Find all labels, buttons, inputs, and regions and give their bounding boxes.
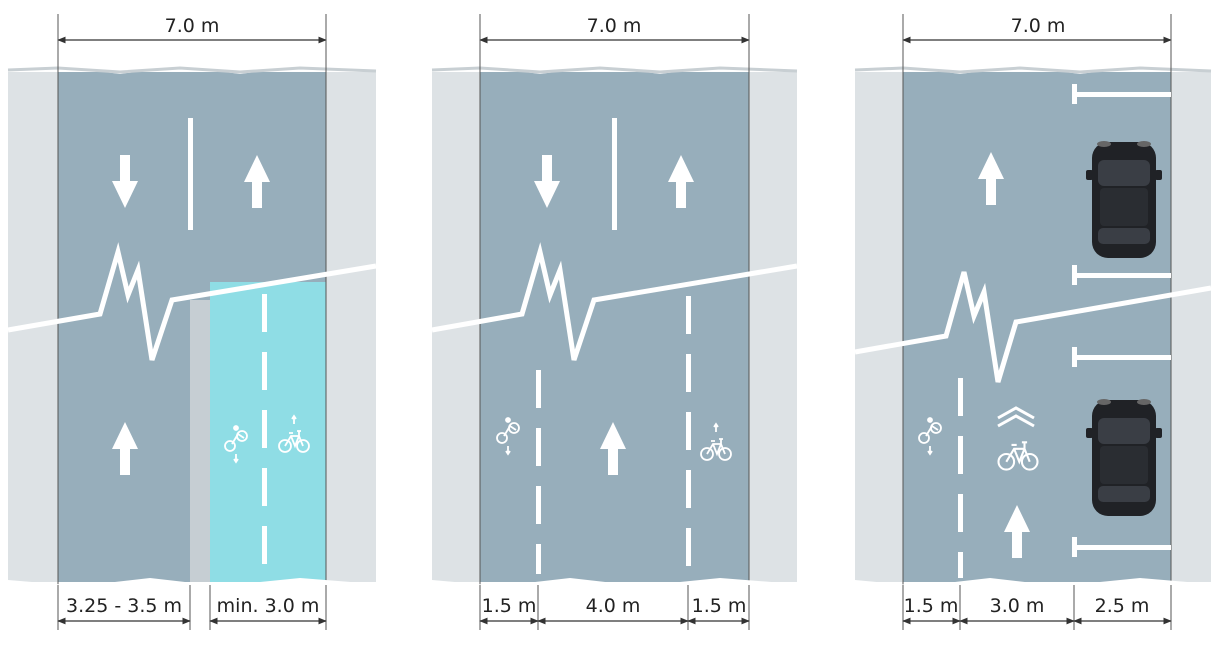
break-line-icon (854, 271, 1212, 383)
sidewalk-left (855, 72, 903, 582)
panel-1: 7.0 m 3.25 - 3.5 m min. 3.0 m (7, 14, 377, 630)
advisory-lane-line-right (686, 296, 691, 566)
arrow-up-icon (978, 152, 1004, 205)
width-label: 7.0 m (587, 15, 642, 37)
separator-strip (190, 300, 210, 582)
chevron-icon (997, 406, 1035, 428)
arrow-up-icon (244, 155, 270, 208)
break-line-icon (431, 242, 798, 361)
segment-label: 4.0 m (586, 595, 641, 617)
advisory-lane-line-left (536, 370, 541, 574)
segment-label: 3.0 m (990, 595, 1045, 617)
sidewalk-right (326, 72, 376, 582)
arrow-up-icon (112, 422, 138, 475)
car-icon (1086, 399, 1162, 516)
segment-label: 1.5 m (692, 595, 747, 617)
cycle-lane-dashed-line (262, 294, 267, 564)
width-label: 7.0 m (165, 15, 220, 37)
centre-line (612, 118, 617, 230)
cycle-track (210, 282, 326, 582)
bicycle-icon (997, 441, 1039, 471)
segment-label: 3.25 - 3.5 m (66, 595, 182, 617)
arrow-up-icon (668, 155, 694, 208)
segment-label: 1.5 m (904, 595, 959, 617)
segment-label: 2.5 m (1095, 595, 1150, 617)
arrow-down-icon (534, 155, 560, 208)
bottom-break-edge (432, 578, 797, 596)
bottom-break-edge (8, 578, 376, 596)
sidewalk-right (1171, 72, 1211, 582)
panel-2: 7.0 m 1.5 m 4.0 m 1.5 m (431, 14, 798, 630)
arrow-down-icon (112, 155, 138, 208)
car-icon (1086, 141, 1162, 258)
panel-3: 7.0 m 1.5 m 3.0 m 2.5 m (854, 14, 1212, 630)
bottom-break-edge (855, 578, 1211, 596)
sidewalk-right (749, 72, 797, 582)
arrow-up-icon (600, 422, 626, 475)
break-line-icon (7, 242, 377, 361)
segment-label: 1.5 m (482, 595, 537, 617)
arrow-up-icon (1004, 505, 1030, 558)
centre-line (188, 118, 193, 230)
parking-bay-markings (1072, 84, 1171, 557)
width-label: 7.0 m (1011, 15, 1066, 37)
segment-label: min. 3.0 m (217, 595, 320, 617)
advisory-lane-line (958, 378, 963, 578)
